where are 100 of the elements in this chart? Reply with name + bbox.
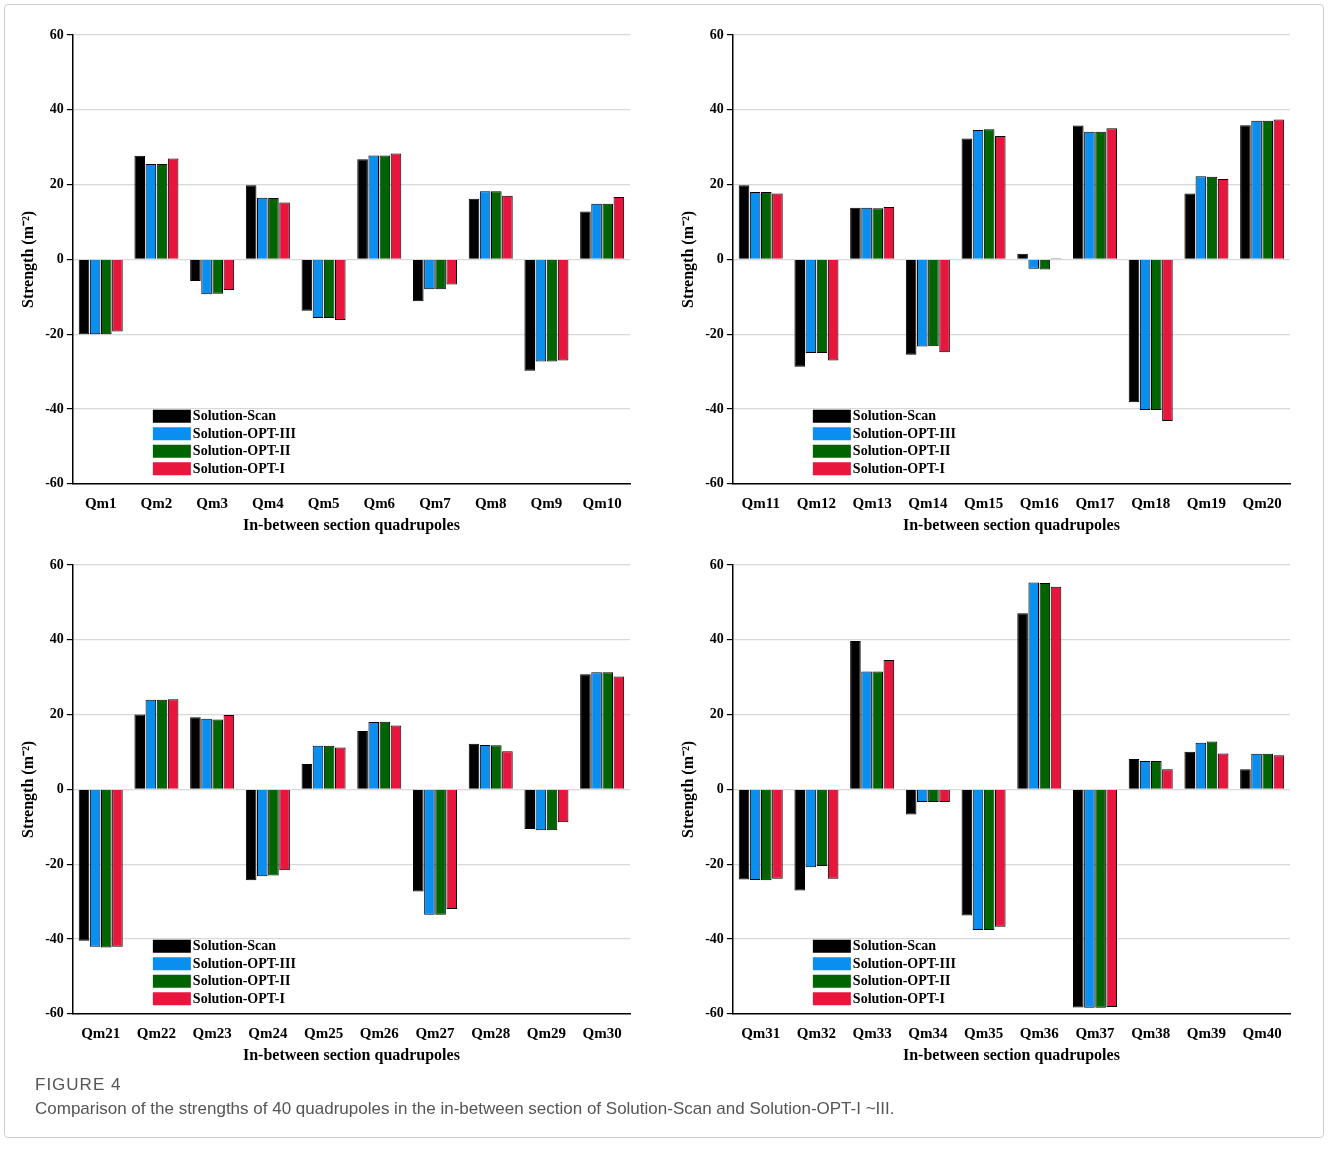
x-tick-label: Qm26 — [359, 1024, 400, 1041]
x-tick-label: Qm17 — [1075, 494, 1116, 511]
x-tick-label: Qm14 — [908, 494, 948, 511]
x-axis-title: In-between section quadrupoles — [902, 1045, 1120, 1064]
text: Comparison of the strengths of 40 quadrupoles in the in-between section of Solution-Scan and Solution-OPT-I ~III. — [35, 1099, 896, 1119]
y-tick-label: 0 — [56, 251, 64, 267]
x-tick-label: Qm19 — [1186, 494, 1227, 511]
bar — [357, 731, 368, 789]
y-tick-label: 60 — [709, 556, 724, 572]
bar — [413, 790, 424, 892]
bar — [850, 207, 861, 259]
x-axis-title: In-between section quadrupoles — [902, 515, 1120, 534]
bar — [413, 260, 424, 302]
x-tick-label: Qm1 — [84, 494, 117, 511]
x-tick-label: Qm16 — [1019, 494, 1060, 511]
x-tick-label: Qm21 — [81, 1024, 121, 1041]
y-axis-title: Strength (m⁻²) — [18, 740, 37, 838]
x-tick-label: Qm33 — [852, 1024, 892, 1041]
legend-label: Solution-Scan — [852, 938, 937, 954]
y-tick-label: 60 — [709, 26, 724, 42]
y-tick-label: -20 — [45, 325, 64, 341]
x-tick-label: Qm6 — [363, 494, 396, 511]
x-tick-label: Qm37 — [1075, 1024, 1116, 1041]
x-axis-title: In-between section quadrupoles — [242, 515, 460, 534]
x-tick-label: Qm15 — [963, 494, 1004, 511]
legend-label: Solution-OPT-III — [192, 955, 296, 971]
x-tick-label: Qm24 — [248, 1024, 288, 1041]
x-tick-label: Qm27 — [415, 1024, 456, 1041]
legend-label: Solution-Scan — [852, 408, 937, 424]
y-tick-label: 40 — [49, 101, 64, 117]
y-tick-label: -40 — [45, 930, 64, 946]
legend-label: Solution-Scan — [192, 938, 277, 954]
x-tick-label: Qm3 — [196, 494, 228, 511]
bar — [580, 211, 591, 259]
legend-label: Solution-OPT-III — [852, 955, 956, 971]
y-axis-title: Strength (m⁻²) — [678, 740, 697, 838]
y-tick-label: 0 — [716, 251, 724, 267]
y-tick-label: 60 — [49, 556, 64, 572]
y-tick-label: -20 — [705, 325, 724, 341]
y-tick-label: 0 — [56, 781, 64, 797]
y-tick-label: -40 — [705, 400, 724, 416]
x-tick-label: Qm20 — [1242, 494, 1282, 511]
x-tick-label: Qm39 — [1186, 1024, 1227, 1041]
legend-label: Solution-OPT-I — [852, 990, 945, 1006]
y-tick-label: -60 — [705, 1005, 724, 1021]
x-tick-label: Qm18 — [1131, 494, 1171, 511]
legend-label: Solution-OPT-I — [852, 460, 945, 476]
x-tick-label: Qm10 — [582, 494, 622, 511]
legend-label: Solution-OPT-II — [192, 443, 291, 459]
legend-label: Solution-OPT-I — [192, 460, 285, 476]
bar — [190, 717, 201, 789]
legend-label: Solution-OPT-II — [852, 443, 951, 459]
bar — [357, 159, 368, 259]
bar — [850, 640, 861, 789]
x-tick-label: Qm25 — [303, 1024, 344, 1041]
x-tick-label: Qm9 — [530, 494, 563, 511]
y-tick-label: 20 — [709, 706, 724, 722]
bar — [905, 260, 917, 355]
legend-label: Solution-Scan — [192, 408, 277, 424]
x-tick-label: Qm32 — [796, 1024, 837, 1041]
y-tick-label: 20 — [49, 176, 64, 192]
y-axis-title: Strength (m⁻²) — [18, 210, 37, 308]
y-tick-label: -40 — [705, 930, 724, 946]
y-tick-label: -20 — [705, 855, 724, 871]
x-tick-label: Qm29 — [526, 1024, 567, 1041]
x-tick-label: Qm11 — [741, 494, 780, 511]
y-tick-label: -60 — [705, 475, 724, 491]
x-tick-label: Qm38 — [1131, 1024, 1171, 1041]
x-tick-label: Qm5 — [307, 494, 340, 511]
x-tick-label: Qm30 — [582, 1024, 622, 1041]
y-tick-label: 20 — [709, 176, 724, 192]
x-tick-label: Qm23 — [192, 1024, 232, 1041]
x-tick-label: Qm28 — [471, 1024, 511, 1041]
y-tick-label: 40 — [49, 631, 64, 647]
caption: FIGURE 4 — [35, 1075, 123, 1095]
x-tick-label: Qm8 — [474, 494, 507, 511]
y-tick-label: 20 — [49, 706, 64, 722]
bar — [1240, 769, 1251, 789]
x-tick-label: Qm22 — [136, 1024, 177, 1041]
y-tick-label: 60 — [49, 26, 64, 42]
x-axis-title: In-between section quadrupoles — [242, 1045, 460, 1064]
legend-label: Solution-OPT-III — [852, 425, 956, 441]
bar — [1240, 125, 1251, 259]
bar — [580, 674, 591, 789]
x-tick-label: Qm12 — [796, 494, 837, 511]
y-tick-label: -40 — [45, 400, 64, 416]
x-tick-label: Qm4 — [252, 494, 285, 511]
legend-label: Solution-OPT-II — [852, 973, 951, 989]
y-tick-label: -60 — [45, 1005, 64, 1021]
x-tick-label: Qm2 — [140, 494, 173, 511]
y-tick-label: 0 — [716, 781, 724, 797]
x-tick-label: Qm34 — [908, 1024, 948, 1041]
bar — [1072, 125, 1084, 259]
bar — [1017, 613, 1028, 789]
legend-label: Solution-OPT-III — [192, 425, 296, 441]
y-tick-label: -20 — [45, 855, 64, 871]
y-tick-label: 40 — [709, 101, 724, 117]
x-tick-label: Qm40 — [1242, 1024, 1282, 1041]
y-tick-label: 40 — [709, 631, 724, 647]
bar — [1072, 790, 1084, 1008]
